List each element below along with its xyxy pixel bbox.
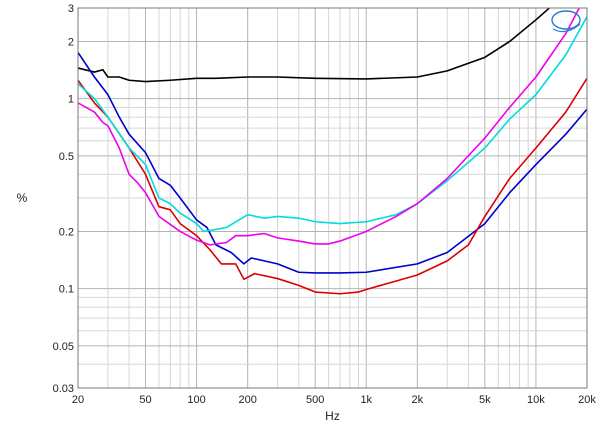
- plot-frame: [77, 7, 588, 389]
- y-axis-label: %: [17, 191, 28, 205]
- audio-precision-logo-icon: [551, 10, 581, 33]
- x-tick-label: 2k: [412, 394, 424, 406]
- y-tick-label: 0.05: [53, 341, 74, 353]
- x-tick-label: 500: [306, 394, 324, 406]
- x-tick-label: 10k: [527, 394, 545, 406]
- x-axis-label: Hz: [325, 409, 340, 423]
- series-line-1: [78, 8, 551, 83]
- x-tick-label: 1k: [360, 394, 372, 406]
- y-tick-label: 0.03: [53, 383, 74, 395]
- y-tick-labels: 0.03 0.05 0.1 0.2 0.5 1 2 3: [53, 3, 74, 395]
- y-tick-label: 0.5: [59, 151, 74, 163]
- grid: [78, 8, 587, 388]
- y-tick-label: 1: [68, 94, 74, 106]
- series-line-5: [78, 8, 581, 246]
- x-tick-labels: 20 50 100 200 500 1k 2k 5k 10k 20k: [72, 394, 596, 406]
- series-group: [78, 8, 587, 295]
- x-tick-label: 200: [238, 394, 256, 406]
- x-tick-label: 20: [72, 394, 84, 406]
- series-line-3: [78, 77, 587, 295]
- series-line-2: [78, 51, 587, 274]
- y-tick-label: 0.1: [59, 284, 74, 296]
- y-tick-label: 3: [68, 3, 74, 15]
- series-line-4: [78, 15, 587, 233]
- x-tick-label: 5k: [479, 394, 491, 406]
- y-tick-label: 2: [68, 36, 74, 48]
- y-tick-label: 0.2: [59, 226, 74, 238]
- x-tick-label: 50: [139, 394, 151, 406]
- x-tick-label: 20k: [578, 394, 596, 406]
- x-tick-label: 100: [187, 394, 205, 406]
